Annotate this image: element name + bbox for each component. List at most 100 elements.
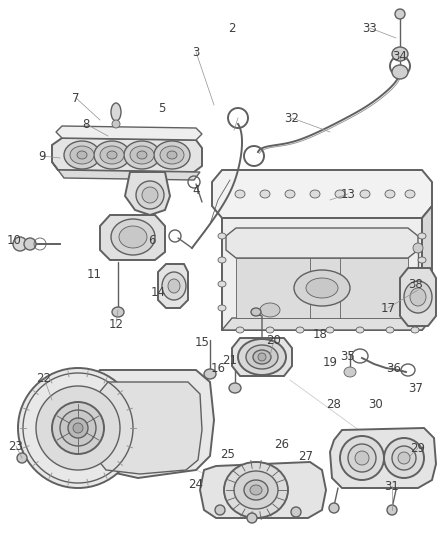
Ellipse shape xyxy=(68,418,88,438)
Polygon shape xyxy=(200,462,326,518)
Ellipse shape xyxy=(100,146,124,164)
Ellipse shape xyxy=(294,270,350,306)
Ellipse shape xyxy=(94,141,130,169)
Ellipse shape xyxy=(418,257,426,263)
Ellipse shape xyxy=(52,402,104,454)
Polygon shape xyxy=(232,338,292,376)
Ellipse shape xyxy=(111,219,155,255)
Text: 16: 16 xyxy=(211,361,226,375)
Text: 33: 33 xyxy=(363,21,378,35)
Ellipse shape xyxy=(326,327,334,333)
Polygon shape xyxy=(222,318,432,330)
Ellipse shape xyxy=(204,369,216,379)
Ellipse shape xyxy=(395,9,405,19)
Ellipse shape xyxy=(418,233,426,239)
Ellipse shape xyxy=(410,288,426,306)
Ellipse shape xyxy=(310,190,320,198)
Ellipse shape xyxy=(253,350,271,364)
Ellipse shape xyxy=(413,243,423,253)
Text: 36: 36 xyxy=(387,361,402,375)
Text: 3: 3 xyxy=(192,45,200,59)
Ellipse shape xyxy=(340,436,384,480)
Ellipse shape xyxy=(167,151,177,159)
Ellipse shape xyxy=(356,327,364,333)
Ellipse shape xyxy=(124,141,160,169)
Polygon shape xyxy=(96,382,202,474)
Ellipse shape xyxy=(392,65,408,79)
Ellipse shape xyxy=(229,383,241,393)
Ellipse shape xyxy=(260,190,270,198)
Ellipse shape xyxy=(136,181,164,209)
Ellipse shape xyxy=(398,452,410,464)
Text: 13: 13 xyxy=(341,188,356,200)
Ellipse shape xyxy=(244,480,268,500)
Text: 8: 8 xyxy=(82,117,90,131)
Text: 5: 5 xyxy=(158,101,166,115)
Text: 37: 37 xyxy=(409,382,424,394)
Ellipse shape xyxy=(224,462,288,518)
Text: 35: 35 xyxy=(341,350,355,362)
Ellipse shape xyxy=(218,281,226,287)
Ellipse shape xyxy=(218,305,226,311)
Text: 28: 28 xyxy=(327,398,342,410)
Ellipse shape xyxy=(111,103,121,121)
Text: 23: 23 xyxy=(9,440,24,453)
Ellipse shape xyxy=(246,345,278,369)
Ellipse shape xyxy=(112,307,124,317)
Text: 29: 29 xyxy=(410,441,425,455)
Ellipse shape xyxy=(162,272,186,300)
Ellipse shape xyxy=(130,146,154,164)
Ellipse shape xyxy=(251,308,261,316)
Text: 6: 6 xyxy=(148,233,156,246)
Ellipse shape xyxy=(73,423,83,433)
Ellipse shape xyxy=(418,281,426,287)
Ellipse shape xyxy=(266,327,274,333)
Polygon shape xyxy=(56,126,202,140)
Ellipse shape xyxy=(235,190,245,198)
Text: 30: 30 xyxy=(369,398,383,410)
Polygon shape xyxy=(100,215,165,260)
Text: 14: 14 xyxy=(151,286,166,298)
Text: 11: 11 xyxy=(86,268,102,280)
Text: 17: 17 xyxy=(381,302,396,314)
Ellipse shape xyxy=(60,410,96,446)
Ellipse shape xyxy=(112,120,120,128)
Polygon shape xyxy=(52,138,202,172)
Polygon shape xyxy=(52,162,200,180)
Ellipse shape xyxy=(247,513,257,523)
Text: 38: 38 xyxy=(409,278,424,290)
Text: 32: 32 xyxy=(285,111,300,125)
Polygon shape xyxy=(330,428,436,488)
Ellipse shape xyxy=(218,257,226,263)
Text: 7: 7 xyxy=(72,92,80,104)
Ellipse shape xyxy=(335,190,345,198)
Ellipse shape xyxy=(238,339,286,375)
Ellipse shape xyxy=(291,507,301,517)
Ellipse shape xyxy=(70,146,94,164)
Ellipse shape xyxy=(215,505,225,515)
Polygon shape xyxy=(212,170,432,218)
Polygon shape xyxy=(125,172,170,215)
Polygon shape xyxy=(236,258,408,318)
Ellipse shape xyxy=(405,190,415,198)
Polygon shape xyxy=(222,218,422,330)
Ellipse shape xyxy=(411,327,419,333)
Ellipse shape xyxy=(344,367,356,377)
Ellipse shape xyxy=(306,278,338,298)
Ellipse shape xyxy=(77,151,87,159)
Ellipse shape xyxy=(24,238,36,250)
Text: 20: 20 xyxy=(267,334,282,346)
Text: 26: 26 xyxy=(275,438,290,450)
Ellipse shape xyxy=(137,151,147,159)
Ellipse shape xyxy=(218,233,226,239)
Ellipse shape xyxy=(18,368,138,488)
Text: 18: 18 xyxy=(313,327,328,341)
Ellipse shape xyxy=(360,190,370,198)
Ellipse shape xyxy=(234,471,278,509)
Polygon shape xyxy=(422,206,432,330)
Ellipse shape xyxy=(236,327,244,333)
Ellipse shape xyxy=(13,237,27,251)
Ellipse shape xyxy=(385,190,395,198)
Text: 22: 22 xyxy=(36,372,52,384)
Ellipse shape xyxy=(392,446,416,470)
